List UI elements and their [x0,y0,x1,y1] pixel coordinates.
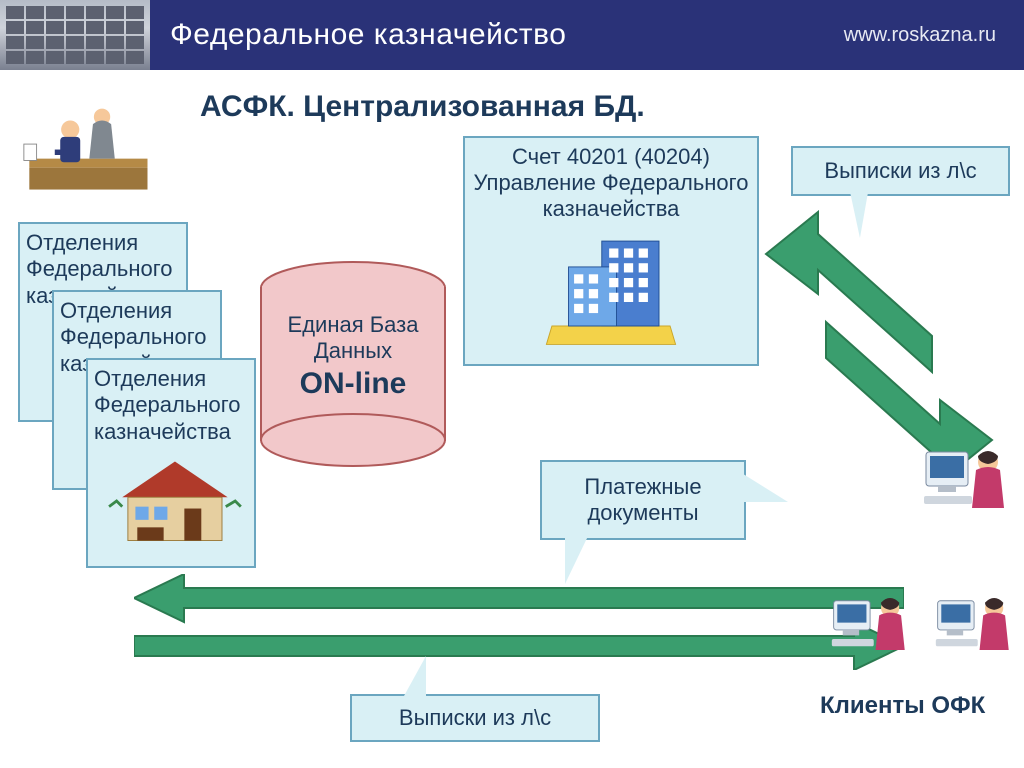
header-title: Федеральное казначейство [170,18,566,52]
ufk-line1: Счет 40201 (40204) [469,144,753,170]
client-icon-single [920,438,1010,528]
callout-extracts-bottom-text: Выписки из л\с [399,705,551,731]
branch-label-3: Отделения Федерального казначейства [94,366,240,444]
ufk-line2: Управление Федерального [469,170,753,196]
branch-box-3: Отделения Федерального казначейства [86,358,256,568]
office-people-icon [20,95,175,195]
callout-extracts-top: Выписки из л\с [791,146,1010,196]
header-bar: Федеральное казначейство www.roskazna.ru [0,0,1024,70]
header-url: www.roskazna.ru [844,24,996,47]
callout-payments: Платежные документы [540,460,746,540]
client-icon-b [934,588,1016,675]
database-cylinder: Единая База Данных ON-line [258,260,448,470]
horizontal-arrows [134,574,904,670]
header-building-image [0,0,150,70]
ufk-line3: казначейства [469,196,753,222]
callout-extracts-top-text: Выписки из л\с [824,158,976,184]
db-top-text: Единая База Данных [258,312,448,365]
building-icon [536,230,686,350]
callout-payments-text: Платежные документы [542,474,744,527]
page-title: АСФК. Централизованная БД. [200,90,645,124]
clients-label: Клиенты ОФК [820,692,985,720]
db-big-text: ON-line [258,367,448,401]
ufk-box: Счет 40201 (40204) Управление Федерально… [463,136,759,366]
callout-extracts-bottom: Выписки из л\с [350,694,600,742]
clients-row [830,588,1016,675]
client-icon-a [830,588,912,675]
